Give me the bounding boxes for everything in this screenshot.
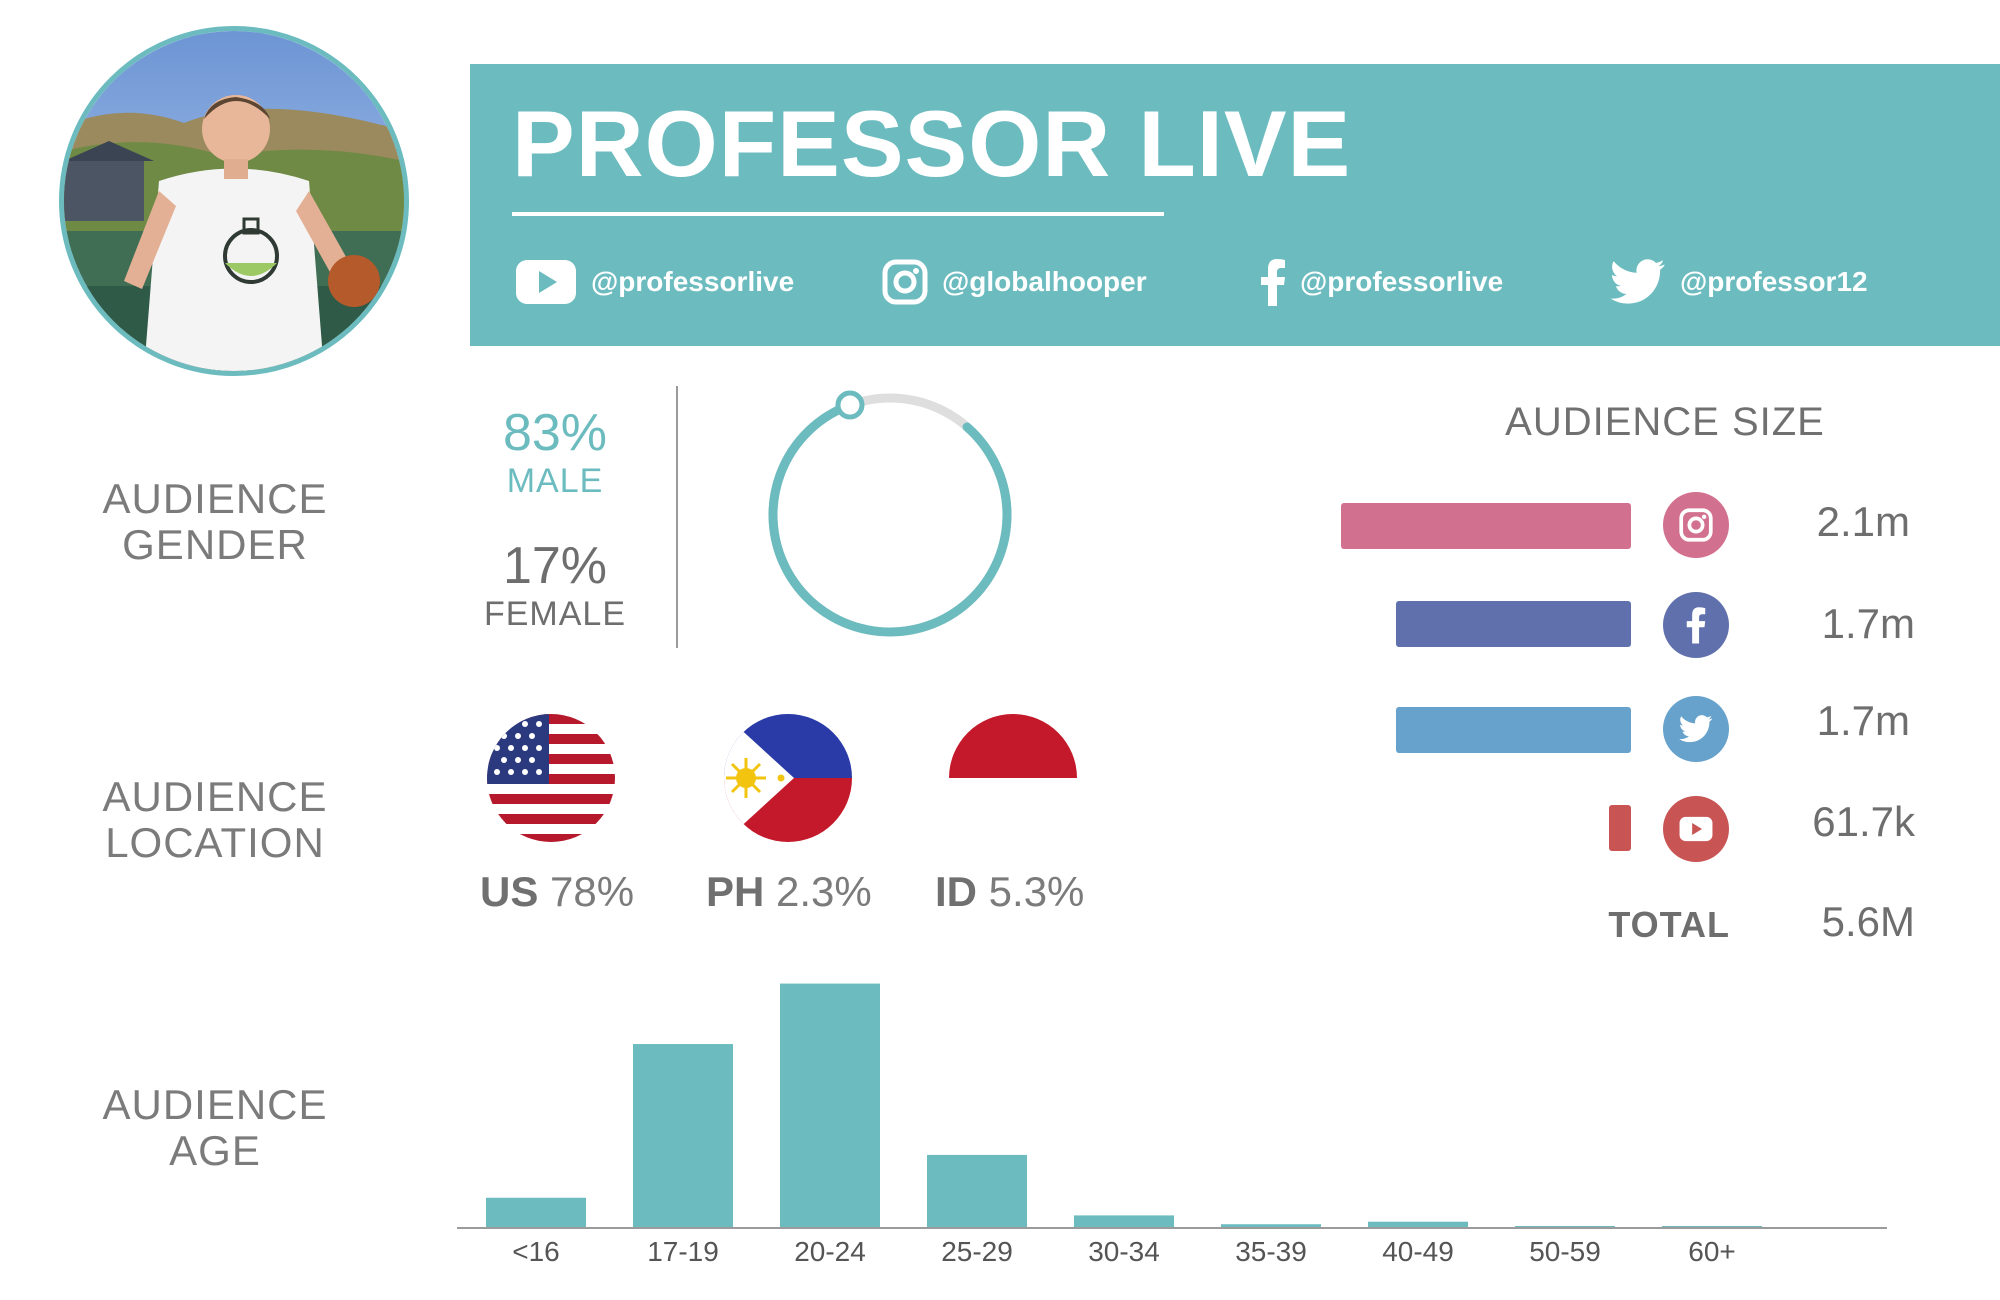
- age-bar-17-19: [633, 1044, 733, 1228]
- section-label-location-line1: AUDIENCE: [102, 773, 328, 820]
- page-title: PROFESSOR LIVE: [512, 91, 1352, 196]
- us-flag-icon: [487, 714, 615, 842]
- id-flag-icon: [949, 714, 1077, 842]
- age-bar-30-34: [1074, 1215, 1174, 1228]
- section-label-location: AUDIENCE LOCATION: [60, 774, 370, 866]
- audience-bar-twitter: [1396, 707, 1631, 753]
- age-bar-35-39: [1221, 1224, 1321, 1228]
- location-id: ID 5.3%: [935, 868, 1084, 916]
- location-ph-code: PH: [706, 868, 765, 915]
- gender-ring-marker: [835, 390, 865, 420]
- twitter-icon: [1610, 259, 1665, 304]
- male-percent: 83%: [502, 404, 608, 462]
- male-label: MALE: [506, 462, 604, 500]
- youtube-circle: [1663, 796, 1729, 862]
- age-bar-40-49: [1368, 1221, 1468, 1228]
- age-tick-label: 35-39: [1235, 1236, 1307, 1267]
- section-label-age-line1: AUDIENCE: [102, 1081, 328, 1128]
- location-id-percent: 5.3%: [988, 868, 1085, 915]
- gender-ring-chart: [768, 390, 1012, 637]
- age-bar-<16: [486, 1197, 586, 1228]
- youtube-icon: [516, 260, 576, 304]
- social-handle-facebook: @professorlive: [1300, 266, 1504, 297]
- gender-ring-male-arc: [768, 400, 1012, 637]
- location-id-code: ID: [935, 868, 977, 915]
- avatar-photo: [64, 31, 404, 371]
- youtube-icon: [1679, 816, 1713, 842]
- section-label-gender-line2: GENDER: [122, 521, 308, 568]
- age-bar-25-29: [927, 1154, 1027, 1228]
- twitter-icon: [1679, 715, 1713, 743]
- section-label-age-line2: AGE: [169, 1127, 261, 1174]
- social-twitter[interactable]: @professor12: [1610, 254, 1868, 310]
- instagram-circle: [1663, 492, 1729, 558]
- section-label-gender-line1: AUDIENCE: [102, 475, 328, 522]
- age-tick-label: 17-19: [647, 1236, 719, 1267]
- social-facebook[interactable]: @professorlive: [1260, 254, 1503, 310]
- female-label: FEMALE: [483, 595, 627, 633]
- facebook-icon: [1261, 259, 1285, 306]
- social-instagram[interactable]: @globalhooper: [882, 254, 1147, 310]
- profile-avatar: [59, 26, 409, 376]
- age-tick-label: 30-34: [1088, 1236, 1160, 1267]
- age-tick-label: 25-29: [941, 1236, 1013, 1267]
- audience-value-twitter: 1.7m: [1816, 697, 1910, 744]
- female-stat: 17% FEMALE: [455, 538, 655, 634]
- title-divider: [512, 212, 1164, 216]
- age-tick-label: 40-49: [1382, 1236, 1454, 1267]
- gender-divider: [676, 386, 678, 648]
- audience-bar-facebook: [1396, 601, 1631, 647]
- age-tick-label: 20-24: [794, 1236, 866, 1267]
- audience-total-value: 5.6M: [1821, 898, 1915, 945]
- age-tick-label: <16: [512, 1236, 560, 1267]
- social-handle-youtube: @professorlive: [591, 266, 795, 297]
- section-label-age: AUDIENCE AGE: [60, 1082, 370, 1174]
- audience-bar-youtube: [1609, 805, 1631, 851]
- age-tick-label: 60+: [1688, 1236, 1736, 1267]
- audience-value-facebook: 1.7m: [1821, 600, 1915, 647]
- audience-value-instagram: 2.1m: [1816, 498, 1910, 545]
- facebook-circle: [1663, 592, 1729, 658]
- age-bar-20-24: [780, 983, 880, 1228]
- location-ph: PH 2.3%: [706, 868, 872, 916]
- facebook-icon: [1686, 607, 1706, 644]
- instagram-icon: [1679, 508, 1713, 542]
- social-youtube[interactable]: @professorlive: [515, 254, 794, 310]
- audience-bar-instagram: [1341, 503, 1631, 549]
- social-handle-instagram: @globalhooper: [942, 266, 1147, 297]
- section-label-gender: AUDIENCE GENDER: [60, 476, 370, 568]
- audience-size-title: AUDIENCE SIZE: [1505, 400, 1825, 444]
- female-percent: 17%: [502, 537, 608, 595]
- location-us-code: US: [480, 868, 539, 915]
- header-banner: PROFESSOR LIVE @professorlive @globalhoo…: [470, 64, 2000, 346]
- location-us-percent: 78%: [550, 868, 635, 915]
- instagram-icon: [882, 259, 928, 305]
- male-stat: 83% MALE: [455, 405, 655, 501]
- location-ph-percent: 2.3%: [776, 868, 872, 915]
- ph-flag-icon: [724, 714, 852, 842]
- audience-total-label: TOTAL: [1608, 904, 1730, 945]
- location-us: US 78%: [480, 868, 634, 916]
- audience-value-youtube: 61.7k: [1812, 798, 1915, 845]
- age-bar-chart: <16 17-19 20-24 25-29 30-34 35-39 40-49 50-59 60…: [457, 983, 1887, 1267]
- twitter-circle: [1663, 696, 1729, 762]
- section-label-location-line2: LOCATION: [105, 819, 325, 866]
- age-tick-label: 50-59: [1529, 1236, 1601, 1267]
- social-handle-twitter: @professor12: [1680, 266, 1868, 297]
